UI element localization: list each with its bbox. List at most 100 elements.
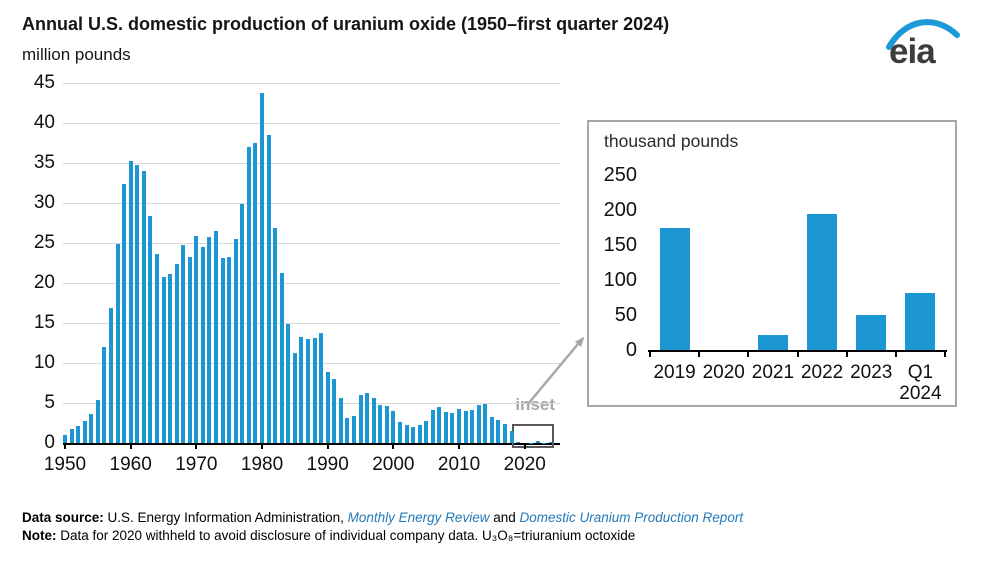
bar-1966 bbox=[168, 274, 173, 443]
bar-1965 bbox=[161, 276, 166, 443]
y-axis-tick-label: 35 bbox=[33, 152, 55, 173]
inset-bar-Q1-2024 bbox=[905, 292, 936, 350]
inset-y-axis-tick-label: 100 bbox=[603, 269, 637, 291]
note-line: Note: Data for 2020 withheld to avoid di… bbox=[22, 527, 743, 545]
bar-2013 bbox=[476, 405, 481, 443]
bar-1963 bbox=[148, 215, 153, 443]
x-axis-line bbox=[63, 443, 560, 445]
inset-x-axis-line bbox=[648, 350, 947, 352]
bar-1959 bbox=[122, 183, 127, 443]
inset-bar-2021 bbox=[757, 335, 788, 350]
x-axis-tick-label: 2010 bbox=[437, 454, 481, 475]
note-prefix: Note: bbox=[22, 527, 57, 543]
inset-x-axis-tick bbox=[845, 352, 848, 357]
bar-1958 bbox=[115, 243, 120, 443]
y-axis-tick-label: 45 bbox=[33, 72, 55, 93]
x-axis-tick-label: 1960 bbox=[109, 454, 152, 475]
bar-2016 bbox=[496, 419, 501, 443]
inset-bar-2019 bbox=[659, 228, 690, 350]
bar-1980 bbox=[260, 93, 265, 443]
footer: Data source: U.S. Energy Information Adm… bbox=[22, 509, 743, 544]
y-axis-tick-label: 20 bbox=[33, 272, 55, 293]
inset-y-axis-tick-label: 150 bbox=[603, 234, 637, 256]
gridline bbox=[63, 203, 560, 204]
bar-1968 bbox=[181, 245, 186, 443]
gridline bbox=[63, 403, 560, 404]
inset-x-axis-tick-label: 2022 bbox=[800, 362, 844, 383]
x-axis-tick bbox=[458, 444, 461, 449]
bar-1953 bbox=[82, 421, 87, 443]
x-axis-tick-label: 2020 bbox=[503, 454, 546, 475]
inset-bar-2022 bbox=[807, 214, 838, 350]
bar-1985 bbox=[292, 352, 297, 443]
y-axis-tick-label: 5 bbox=[44, 392, 55, 413]
inset-x-axis-tick bbox=[944, 352, 946, 357]
bar-1976 bbox=[233, 239, 238, 443]
bar-1969 bbox=[187, 257, 192, 443]
bar-1973 bbox=[214, 231, 219, 443]
bar-1981 bbox=[266, 135, 271, 443]
bar-1994 bbox=[351, 415, 356, 443]
bar-1988 bbox=[312, 338, 317, 443]
gridline bbox=[63, 83, 560, 84]
bar-1951 bbox=[69, 429, 74, 443]
bar-2017 bbox=[503, 423, 508, 443]
bar-1952 bbox=[76, 426, 81, 443]
bar-1991 bbox=[332, 379, 337, 443]
inset-arrow-icon bbox=[527, 336, 585, 405]
bar-1971 bbox=[200, 247, 205, 443]
inset-y-axis-tick-label: 0 bbox=[625, 339, 637, 361]
inset-x-axis-tick bbox=[796, 352, 799, 357]
bar-1989 bbox=[319, 332, 324, 443]
eia-logo: eia bbox=[882, 10, 964, 71]
gridline bbox=[63, 123, 560, 124]
gridline bbox=[63, 363, 560, 364]
bar-2019 bbox=[516, 441, 521, 443]
data-source-and: and bbox=[489, 510, 520, 525]
bar-2022 bbox=[535, 441, 540, 443]
inset-x-axis-tick-label: 2023 bbox=[850, 362, 893, 383]
inset-bar-2023 bbox=[856, 315, 887, 350]
bar-1956 bbox=[102, 347, 107, 443]
bar-2014 bbox=[483, 403, 488, 443]
inset-y-axis-tick-label: 50 bbox=[614, 304, 637, 326]
bar-2000 bbox=[391, 411, 396, 443]
bar-1999 bbox=[384, 406, 389, 443]
inset-x-axis-tick bbox=[698, 352, 701, 357]
x-axis-tick bbox=[129, 444, 132, 449]
chart-title: Annual U.S. domestic production of urani… bbox=[22, 14, 670, 34]
y-axis-tick-label: 15 bbox=[33, 312, 55, 333]
data-source-text: U.S. Energy Information Administration, bbox=[103, 510, 348, 525]
inset-x-axis-tick bbox=[649, 352, 651, 357]
bar-1982 bbox=[273, 227, 278, 443]
x-axis-tick bbox=[392, 444, 395, 449]
inset-source-box bbox=[512, 424, 554, 448]
x-axis-tick bbox=[195, 444, 198, 449]
bar-2001 bbox=[397, 422, 402, 443]
bar-1977 bbox=[240, 203, 245, 443]
bar-1978 bbox=[246, 147, 251, 443]
bar-1986 bbox=[299, 336, 304, 443]
x-axis-tick bbox=[64, 444, 66, 449]
eia-logo-swoosh-icon: eia bbox=[886, 19, 960, 71]
bar-2024 bbox=[549, 442, 553, 443]
bar-1996 bbox=[365, 392, 370, 443]
inset-x-axis-tick bbox=[747, 352, 750, 357]
gridline bbox=[63, 283, 560, 284]
bar-2009 bbox=[450, 413, 455, 443]
y-axis-tick-label: 25 bbox=[33, 232, 55, 253]
bar-1964 bbox=[154, 254, 159, 443]
bar-1998 bbox=[378, 405, 383, 443]
bar-1970 bbox=[194, 235, 199, 443]
bar-2012 bbox=[470, 410, 475, 443]
bar-1993 bbox=[345, 418, 350, 443]
bar-1979 bbox=[253, 143, 258, 443]
x-axis-tick-label: 2000 bbox=[372, 454, 415, 475]
bar-1954 bbox=[89, 414, 94, 443]
link-domestic-uranium-production-report[interactable]: Domestic Uranium Production Report bbox=[519, 510, 744, 525]
link-monthly-energy-review[interactable]: Monthly Energy Review bbox=[347, 510, 490, 525]
gridline bbox=[63, 323, 560, 324]
inset-chart-panel: thousand pounds 0 50 100 150 200 250 2019 2020 2… bbox=[587, 120, 957, 407]
x-axis-tick bbox=[261, 444, 264, 449]
